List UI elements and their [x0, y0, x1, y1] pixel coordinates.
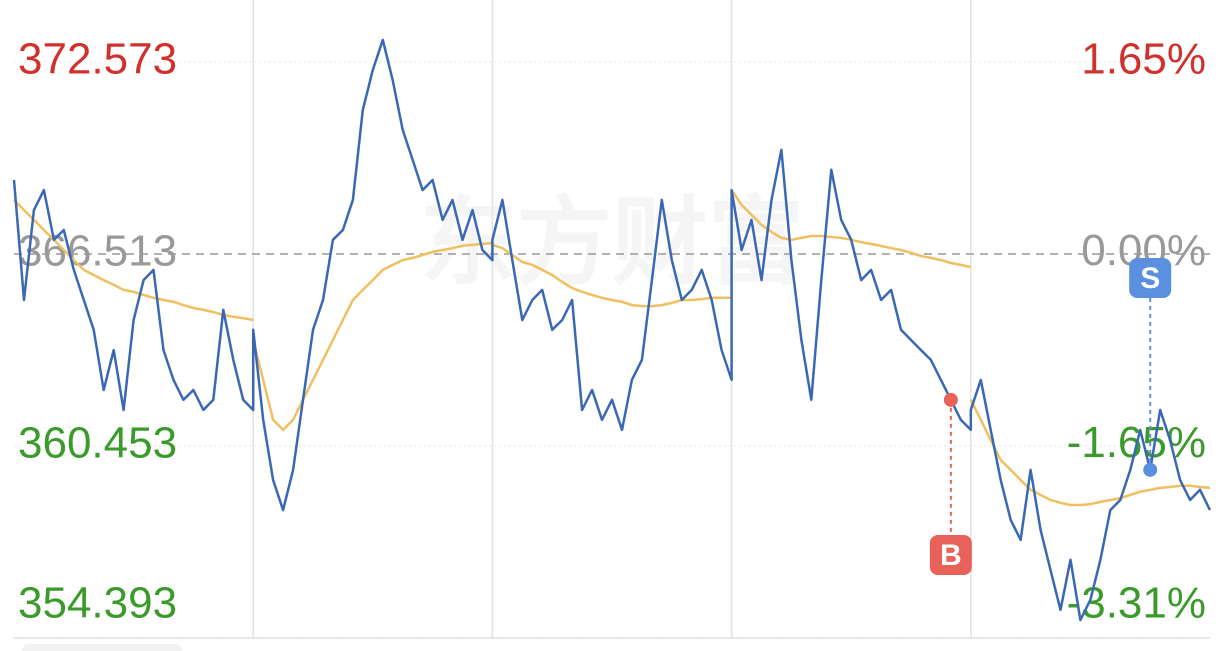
- average-line: [969, 399, 1211, 507]
- watermark: 东方财富: [420, 189, 804, 296]
- y2-tick-label: 1.65%: [1081, 35, 1206, 84]
- y-tick-label: 366.513: [18, 227, 177, 276]
- y-tick-label: 372.573: [18, 35, 177, 84]
- marker-label: B: [940, 539, 962, 572]
- marker-badge: [929, 535, 972, 575]
- marker-label: S: [1140, 262, 1160, 295]
- marker-badge: [1129, 258, 1172, 298]
- marker-dot: [943, 392, 958, 407]
- price-line: [12, 38, 1212, 622]
- y-tick-label: 360.453: [18, 419, 177, 468]
- scroll-handle: [22, 644, 182, 651]
- y-tick-label: 354.393: [18, 579, 177, 628]
- marker-dot: [1143, 462, 1158, 477]
- average-line: [251, 241, 493, 432]
- average-line: [492, 243, 732, 308]
